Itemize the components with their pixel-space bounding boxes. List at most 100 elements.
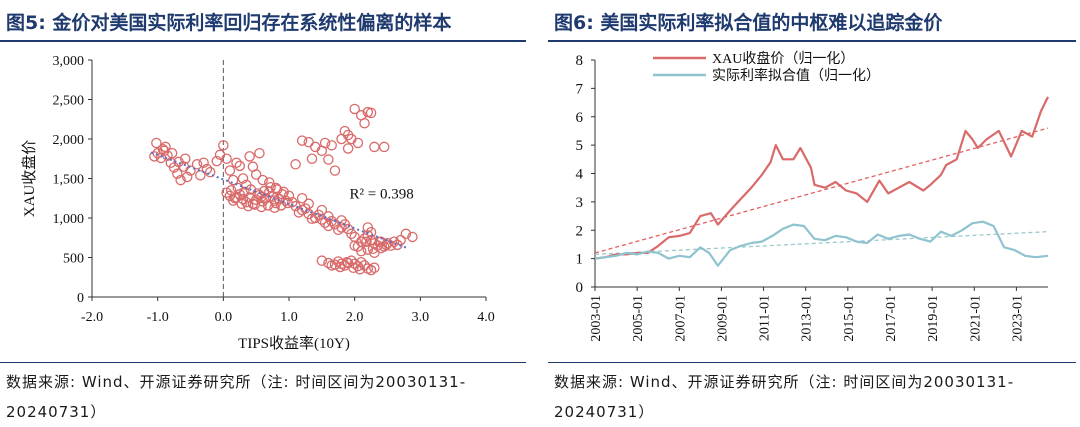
scatter-point xyxy=(254,147,265,159)
y-tick-label: 3 xyxy=(576,195,584,211)
scatter-point xyxy=(265,181,276,193)
scatter-point xyxy=(271,184,283,195)
scatter-point xyxy=(341,256,353,268)
scatter-point xyxy=(173,156,184,168)
scatter-point xyxy=(378,141,390,153)
scatter-point xyxy=(236,198,247,210)
scatter-point xyxy=(249,199,261,210)
scatter-point xyxy=(365,226,377,238)
scatter-point xyxy=(257,174,268,186)
title-rule xyxy=(548,40,1076,42)
scatter-point xyxy=(237,173,249,184)
scatter-point xyxy=(316,255,328,266)
scatter-point xyxy=(323,154,334,165)
x-axis-title: TIPS收益率(10Y) xyxy=(238,335,350,352)
scatter-point xyxy=(227,174,239,186)
scatter-point xyxy=(185,165,196,176)
x-tick-label: 2009-01 xyxy=(715,295,730,342)
scatter-point xyxy=(365,107,377,119)
scatter-point xyxy=(362,244,374,255)
scatter-point xyxy=(278,186,289,198)
scatter-point xyxy=(336,222,347,233)
scatter-chart: 0 500 1,000 1,500 2,000 2,500 3,000 -2.0 -1.0 0.0… xyxy=(20,54,495,352)
source-rule xyxy=(0,362,526,363)
y-tick-label: 0 xyxy=(576,280,584,296)
scatter-point xyxy=(303,136,314,148)
scatter-point xyxy=(354,264,366,275)
scatter-point xyxy=(359,233,370,244)
y-tick-label: 4 xyxy=(576,167,584,183)
scatter-point xyxy=(359,117,370,129)
scatter-point xyxy=(323,257,334,269)
x-tick-label: 2.0 xyxy=(346,310,364,325)
scatter-point xyxy=(151,137,162,149)
series-line-fit xyxy=(594,220,1049,267)
legend-label: XAU收盘价（归一化） xyxy=(712,50,854,67)
scatter-point xyxy=(352,241,364,252)
scatter-point xyxy=(365,264,377,276)
line-chart: 0 1 2 3 4 5 6 7 8 2003-01 2005-01 2007-01 2009-01 201… xyxy=(576,50,1049,342)
figure-6-panel: 图6: 美国实际利率拟合值的中枢难以追踪金价 0 1 2 3 4 5 6 7 8 2003-01 2… xyxy=(548,0,1080,423)
trendline-gold xyxy=(594,127,1049,254)
scatter-point xyxy=(290,159,301,170)
y-tick-label: 2,000 xyxy=(53,133,85,148)
scatter-point xyxy=(224,165,236,176)
scatter-point xyxy=(234,160,245,172)
x-tick-label: 3.0 xyxy=(412,310,430,325)
y-tick-label: 1 xyxy=(576,252,584,268)
figure-6-source: 数据来源: Wind、开源证券研究所（注: 时间区间为20030131-2024… xyxy=(554,373,1015,421)
scatter-point xyxy=(195,170,206,181)
x-tick-label: 2015-01 xyxy=(842,295,857,342)
x-tick-label: 2005-01 xyxy=(631,295,646,342)
scatter-point xyxy=(296,192,308,204)
x-tick-label: 2007-01 xyxy=(673,295,688,342)
scatter-point xyxy=(218,140,229,151)
x-tick-label: 2021-01 xyxy=(968,295,983,342)
scatter-point xyxy=(349,103,360,115)
x-tick-label: 2023-01 xyxy=(1010,295,1025,342)
x-tick-label: 0.0 xyxy=(215,310,233,325)
y-tick-label: 1,000 xyxy=(53,212,85,227)
scatter-point xyxy=(369,141,380,153)
scatter-point xyxy=(369,262,380,274)
scatter-point xyxy=(346,228,357,240)
scatter-point xyxy=(244,151,255,162)
x-tick-label: -2.0 xyxy=(81,310,103,325)
scatter-point xyxy=(256,191,267,202)
scatter-point xyxy=(306,153,318,165)
trendline-fit xyxy=(594,231,1049,256)
x-tick-label: 4.0 xyxy=(477,310,495,325)
scatter-point xyxy=(355,256,367,268)
scatter-point xyxy=(229,192,241,204)
scatter-point xyxy=(231,157,242,168)
scatter-point xyxy=(157,144,169,155)
y-axis-title: XAU收盘价 xyxy=(20,140,38,218)
y-tick-label: 0 xyxy=(77,291,84,306)
figure-5-title: 图5: 金价对美国实际利率回归存在系统性偏离的样本 xyxy=(6,12,452,34)
scatter-point xyxy=(329,165,341,176)
scatter-point xyxy=(407,231,418,243)
x-tick-label: 2003-01 xyxy=(589,295,604,342)
scatter-point xyxy=(349,231,360,243)
scatter-point xyxy=(175,174,186,186)
x-tick-label: 2013-01 xyxy=(800,295,815,342)
scatter-point xyxy=(149,151,160,162)
scatter-point xyxy=(348,262,359,274)
scatter-point xyxy=(316,204,328,216)
scatter-point xyxy=(332,224,344,236)
y-tick-label: 2,500 xyxy=(53,94,85,109)
scatter-point xyxy=(319,137,331,149)
scatter-point xyxy=(346,255,357,266)
scatter-point xyxy=(293,207,305,218)
title-rule xyxy=(0,40,526,42)
scatter-point xyxy=(239,186,250,198)
scatter-point xyxy=(269,202,280,213)
y-tick-label: 8 xyxy=(576,53,584,69)
scatter-point xyxy=(198,157,209,168)
scatter-point xyxy=(342,143,354,154)
scatter-point xyxy=(367,243,379,255)
y-tick-label: 5 xyxy=(576,138,584,154)
y-tick-label: 7 xyxy=(576,81,584,97)
scatter-point xyxy=(250,169,262,180)
scatter-point xyxy=(374,236,385,247)
